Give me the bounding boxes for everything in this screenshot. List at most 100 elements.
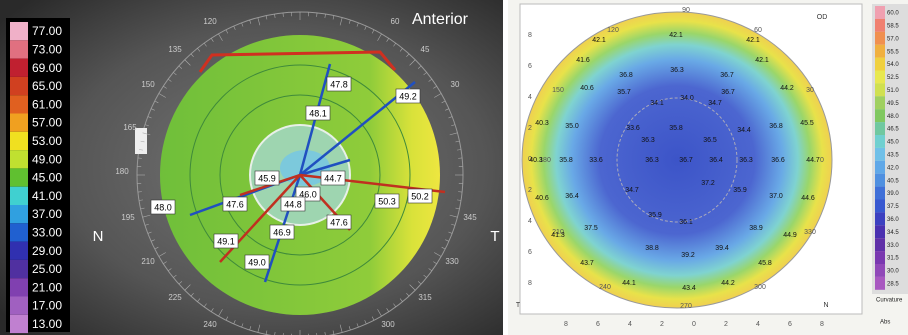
dial-tick [449, 214, 458, 218]
measure-value: 49.0 [248, 257, 266, 267]
dial-tick [163, 85, 167, 89]
map-value: 38.8 [645, 245, 659, 252]
x-axis-label: 6 [596, 321, 600, 328]
scale-swatch [10, 296, 28, 315]
scale-label: 55.5 [887, 49, 899, 55]
measure-box [326, 214, 352, 230]
nasal-label: N [93, 228, 104, 245]
map-value: 41.6 [576, 57, 590, 64]
dial-tick [210, 308, 214, 312]
dial-tick [445, 108, 450, 111]
map-value: 44.9 [783, 232, 797, 239]
scale-swatch [875, 264, 885, 277]
map-value: 35.8 [559, 157, 573, 164]
y-axis-label: 2 [528, 187, 532, 194]
dial-tick [203, 42, 207, 47]
dial-label: 180 [115, 167, 129, 176]
dial-label: 300 [381, 320, 395, 329]
dial-tick [371, 316, 375, 321]
scale-swatch [875, 6, 885, 19]
scale-label: 17.00 [32, 299, 62, 313]
map-value: 36.8 [619, 72, 633, 79]
scale-label: 37.00 [32, 207, 62, 221]
y-axis-label: 0 [528, 156, 532, 163]
dial-tick [218, 33, 223, 41]
map-value: 42.1 [746, 37, 760, 44]
scale-swatch [875, 122, 885, 135]
scale-swatch [875, 225, 885, 239]
dial-tick [449, 132, 458, 136]
measure-value: 48.0 [154, 202, 172, 212]
map-value: 35.0 [565, 123, 579, 130]
dial-tick [140, 207, 145, 210]
dial-tick [406, 292, 410, 297]
dial-tick [150, 239, 155, 242]
scale-label: 30.0 [887, 269, 899, 275]
dial-tick [409, 59, 416, 66]
map-value: 39.4 [715, 245, 729, 252]
dial-tick [393, 42, 397, 47]
right-nasal: N [823, 302, 828, 309]
map-value: 44.2 [780, 85, 794, 92]
scale-label: 31.5 [887, 256, 899, 262]
x-axis-label: 4 [628, 321, 632, 328]
scale-swatch [10, 22, 28, 41]
map-value: 45.5 [800, 120, 814, 127]
lid-edge [198, 50, 397, 73]
map-value: 36.5 [703, 137, 717, 144]
dial-tick [428, 268, 433, 272]
dial-tick [233, 320, 236, 325]
map-value: 44.1 [622, 280, 636, 287]
dial-tick [348, 326, 351, 331]
scale-swatch [10, 113, 28, 132]
scale-label: 46.5 [887, 127, 899, 133]
dial-label: 60 [391, 17, 400, 26]
dial-tick [448, 231, 453, 234]
scale-swatch [875, 238, 885, 252]
x-axis-label: 6 [788, 321, 792, 328]
dial-tick [364, 25, 367, 30]
map-value: 35.7 [617, 89, 631, 96]
dial-tick [332, 15, 335, 20]
scale-label: 40.5 [887, 178, 899, 184]
dial-tick [456, 149, 462, 151]
x-axis-label: 0 [692, 321, 696, 328]
measure-box [213, 233, 239, 249]
map-value: 36.7 [679, 157, 693, 164]
ring [219, 94, 381, 256]
scale-swatch [875, 160, 885, 174]
scale-label: 33.00 [32, 225, 62, 239]
dial-label: 195 [121, 213, 135, 222]
dial-tick [456, 199, 462, 201]
measure-box [280, 196, 306, 212]
scale-swatch [875, 18, 885, 32]
dial-tick [144, 124, 149, 127]
scale-swatch [875, 147, 885, 161]
scale-swatch [875, 276, 885, 290]
dial-label: 45 [421, 45, 430, 54]
dial-tick [178, 281, 183, 285]
dial-tick [423, 274, 427, 278]
measure-value: 45.9 [258, 173, 276, 183]
dial-tick [167, 268, 172, 272]
dial-tick [409, 284, 416, 291]
measure-value: 49.1 [217, 236, 235, 246]
dial-tick [190, 53, 194, 58]
map-value: 33.6 [626, 125, 640, 132]
dial-tick [433, 85, 437, 89]
scale-label: 77.00 [32, 24, 62, 38]
dial-tick [348, 19, 351, 24]
measure-value: 46.9 [273, 227, 291, 237]
scale-label: 37.5 [887, 204, 899, 210]
dial-tick [399, 48, 403, 52]
map-value: 38.9 [749, 225, 763, 232]
dial-tick [339, 17, 343, 26]
map-value: 36.7 [720, 72, 734, 79]
scale-label: 51.0 [887, 88, 899, 94]
scale-label: 45.0 [887, 140, 899, 146]
dial-tick [274, 13, 276, 19]
map-value: 36.8 [769, 123, 783, 130]
dial-tick [417, 65, 422, 69]
dial-tick [184, 59, 191, 66]
ring-label: 30 [806, 87, 814, 94]
